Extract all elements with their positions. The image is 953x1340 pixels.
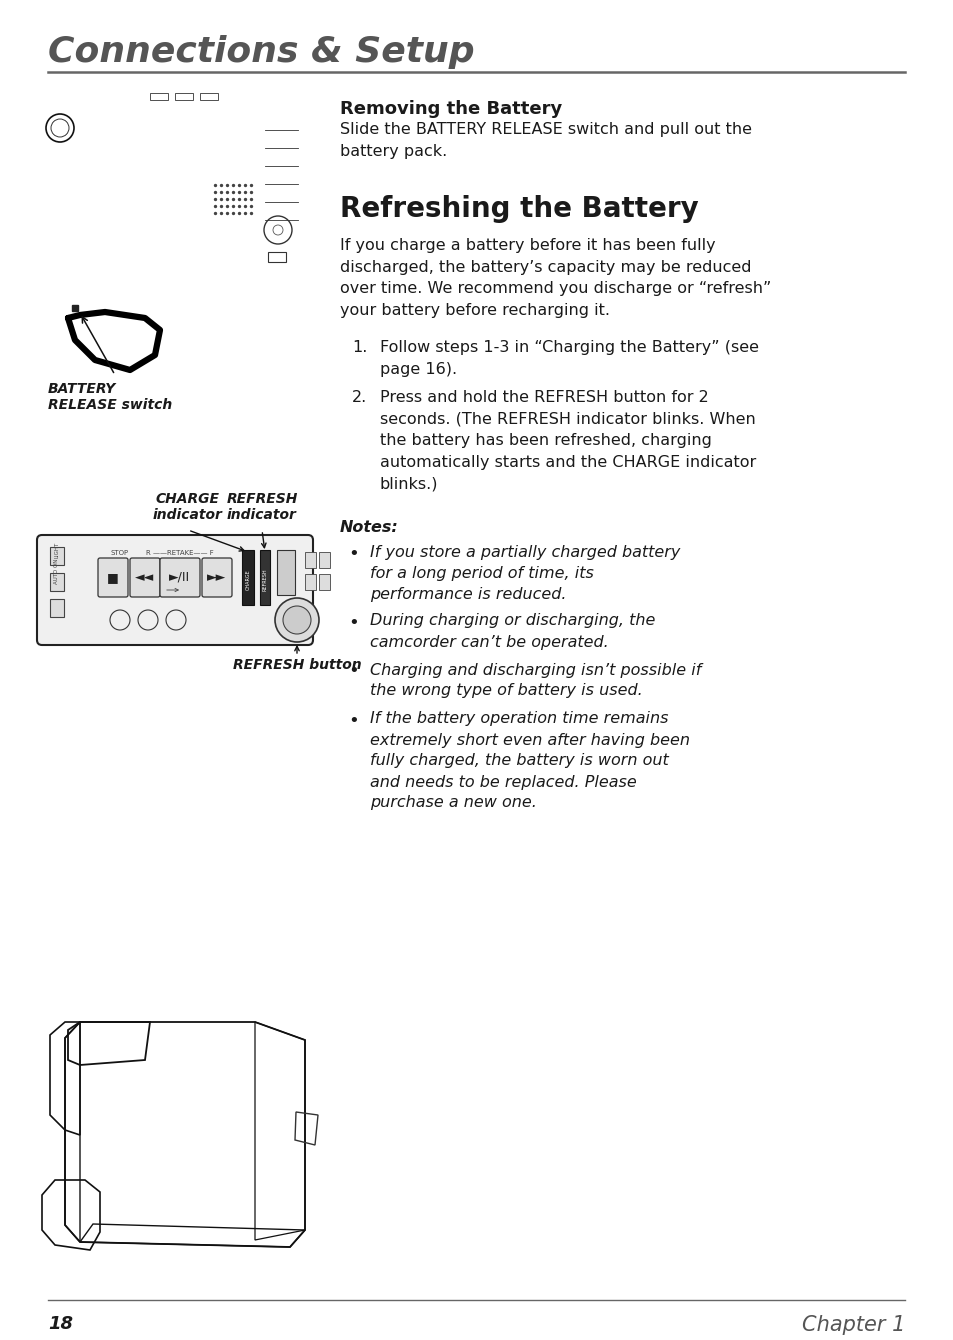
Text: If you charge a battery before it has been fully
discharged, the battery’s capac: If you charge a battery before it has be…: [339, 239, 771, 318]
Text: Chapter 1: Chapter 1: [801, 1315, 904, 1335]
Text: •: •: [348, 545, 358, 563]
Text: Slide the BATTERY RELEASE switch and pull out the
battery pack.: Slide the BATTERY RELEASE switch and pul…: [339, 122, 751, 158]
Text: CHARGE: CHARGE: [245, 570, 251, 591]
Text: 2.: 2.: [352, 390, 367, 405]
Text: 18: 18: [48, 1315, 73, 1333]
Text: If you store a partially charged battery
for a long period of time, its
performa: If you store a partially charged battery…: [370, 545, 679, 602]
Text: Refreshing the Battery: Refreshing the Battery: [339, 196, 698, 222]
Bar: [305, 552, 315, 568]
FancyBboxPatch shape: [37, 535, 313, 645]
Text: •: •: [348, 662, 358, 681]
Text: If the battery operation time remains
extremely short even after having been
ful: If the battery operation time remains ex…: [370, 712, 689, 811]
Text: Connections & Setup: Connections & Setup: [48, 35, 475, 68]
Bar: [200, 92, 218, 100]
Bar: [305, 574, 315, 590]
Text: ►/II: ►/II: [170, 571, 191, 584]
Text: REFRESH button: REFRESH button: [233, 658, 361, 671]
Bar: [242, 549, 253, 604]
Text: CHARGE
indicator: CHARGE indicator: [152, 492, 223, 523]
Text: ◄◄: ◄◄: [135, 571, 154, 584]
Text: REFRESH
indicator: REFRESH indicator: [226, 492, 297, 523]
Text: STOP: STOP: [111, 549, 129, 556]
Text: Follow steps 1-3 in “Charging the Battery” (see
page 16).: Follow steps 1-3 in “Charging the Batter…: [379, 340, 759, 377]
Text: Notes:: Notes:: [339, 520, 398, 535]
Circle shape: [274, 598, 318, 642]
Bar: [318, 552, 330, 568]
FancyBboxPatch shape: [160, 557, 200, 598]
Text: Press and hold the REFRESH button for 2
seconds. (The REFRESH indicator blinks. : Press and hold the REFRESH button for 2 …: [379, 390, 756, 492]
Text: Removing the Battery: Removing the Battery: [339, 100, 561, 118]
Text: •: •: [348, 712, 358, 729]
Bar: [50, 574, 64, 591]
Bar: [50, 599, 64, 616]
Text: •: •: [348, 614, 358, 631]
Bar: [50, 547, 64, 565]
Bar: [150, 92, 168, 100]
FancyBboxPatch shape: [130, 557, 160, 598]
Text: Charging and discharging isn’t possible if
the wrong type of battery is used.: Charging and discharging isn’t possible …: [370, 662, 700, 698]
Text: REFRESH: REFRESH: [262, 568, 267, 591]
Text: BATTERY
RELEASE switch: BATTERY RELEASE switch: [48, 382, 172, 413]
Text: AUTO ON: AUTO ON: [54, 559, 59, 584]
Bar: [276, 549, 294, 595]
FancyBboxPatch shape: [202, 557, 232, 598]
Text: During charging or discharging, the
camcorder can’t be operated.: During charging or discharging, the camc…: [370, 614, 655, 650]
Bar: [174, 92, 193, 100]
FancyBboxPatch shape: [98, 557, 128, 598]
Circle shape: [283, 606, 311, 634]
Text: 1.: 1.: [352, 340, 367, 355]
Bar: [260, 549, 270, 604]
Text: LIGHT: LIGHT: [54, 541, 59, 557]
Text: ■: ■: [107, 571, 119, 584]
Text: R ——RETAKE—— F: R ——RETAKE—— F: [146, 549, 213, 556]
Bar: [318, 574, 330, 590]
Text: ►►: ►►: [207, 571, 227, 584]
Bar: [268, 252, 286, 263]
